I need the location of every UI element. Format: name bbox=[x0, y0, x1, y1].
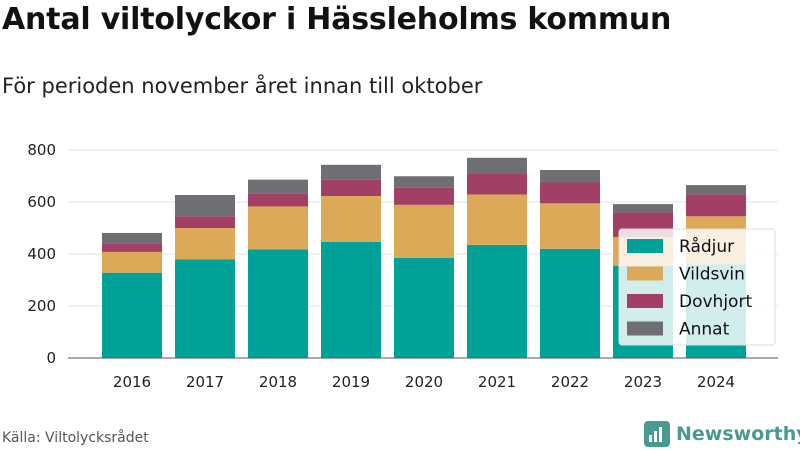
legend-label: Annat bbox=[679, 320, 730, 340]
y-tick-label: 400 bbox=[27, 245, 56, 263]
x-tick-label: 2018 bbox=[259, 373, 297, 391]
bar-segment-dovhjort bbox=[394, 187, 454, 205]
x-tick-label: 2021 bbox=[478, 373, 516, 391]
bar-segment-annat bbox=[102, 232, 162, 244]
bar-segment-rådjur bbox=[540, 248, 600, 358]
bar-segment-annat bbox=[394, 176, 454, 188]
bar-segment-annat bbox=[321, 164, 381, 180]
bar-segment-dovhjort bbox=[467, 173, 527, 195]
bar-segment-vildsvin bbox=[321, 196, 381, 242]
brand-logo: Newsworthy bbox=[644, 421, 800, 447]
x-tick-label: 2020 bbox=[405, 373, 443, 391]
y-tick-label: 0 bbox=[46, 349, 56, 367]
x-tick-label: 2023 bbox=[624, 373, 662, 391]
legend-swatch bbox=[627, 266, 663, 281]
bar-segment-vildsvin bbox=[540, 203, 600, 249]
bar-segment-annat bbox=[175, 194, 235, 217]
bar-segment-vildsvin bbox=[467, 194, 527, 245]
bar-segment-rådjur bbox=[467, 244, 527, 358]
x-tick-label: 2022 bbox=[551, 373, 589, 391]
source-note: Källa: Viltolycksrådet bbox=[2, 430, 149, 446]
bar-segment-vildsvin bbox=[175, 228, 235, 260]
legend-label: Rådjur bbox=[679, 236, 734, 257]
legend-swatch bbox=[627, 239, 663, 253]
stacked-bar-chart: 0 200 400 600 800 2016 2017 2018 2019 2020 2021 202… bbox=[27, 141, 778, 391]
bar-segment-vildsvin bbox=[394, 204, 454, 258]
chart-subtitle: För perioden november året innan till ok… bbox=[2, 74, 483, 98]
bar-segment-annat bbox=[686, 185, 746, 195]
legend-label: Dovhjort bbox=[679, 292, 752, 312]
legend-label: Vildsvin bbox=[679, 265, 745, 285]
x-tick-label: 2019 bbox=[332, 373, 370, 391]
y-tick-label: 800 bbox=[27, 141, 56, 159]
chart-title: Antal viltolyckor i Hässleholms kommun bbox=[2, 2, 672, 37]
bar-segment-rådjur bbox=[248, 249, 308, 358]
bar-segment-rådjur bbox=[321, 241, 381, 358]
bar-segment-annat bbox=[467, 157, 527, 174]
brand-name: Newsworthy bbox=[676, 423, 800, 445]
x-tick-label: 2024 bbox=[697, 373, 735, 391]
bar-segment-dovhjort bbox=[102, 243, 162, 252]
x-tick-label: 2016 bbox=[113, 373, 151, 391]
bar-segment-dovhjort bbox=[175, 216, 235, 228]
legend-box bbox=[618, 228, 776, 346]
bar-segment-dovhjort bbox=[540, 182, 600, 204]
x-tick-label: 2017 bbox=[186, 373, 224, 391]
bar-segment-dovhjort bbox=[248, 193, 308, 207]
bar-segment-rådjur bbox=[102, 272, 162, 358]
bar-segment-annat bbox=[540, 170, 600, 183]
bar-segment-vildsvin bbox=[102, 251, 162, 273]
bar-segment-vildsvin bbox=[248, 206, 308, 250]
legend-swatch bbox=[627, 321, 663, 336]
bar-segment-annat bbox=[248, 179, 308, 194]
y-tick-label: 200 bbox=[27, 297, 56, 315]
bar-segment-rådjur bbox=[175, 259, 235, 358]
bar-segment-dovhjort bbox=[686, 194, 746, 217]
newsworthy-logo-icon bbox=[644, 421, 670, 447]
bar-segment-annat bbox=[613, 204, 673, 213]
y-tick-label: 600 bbox=[27, 193, 56, 211]
legend-swatch bbox=[627, 294, 663, 308]
bar-segment-rådjur bbox=[394, 257, 454, 358]
bar-segment-dovhjort bbox=[321, 179, 381, 197]
